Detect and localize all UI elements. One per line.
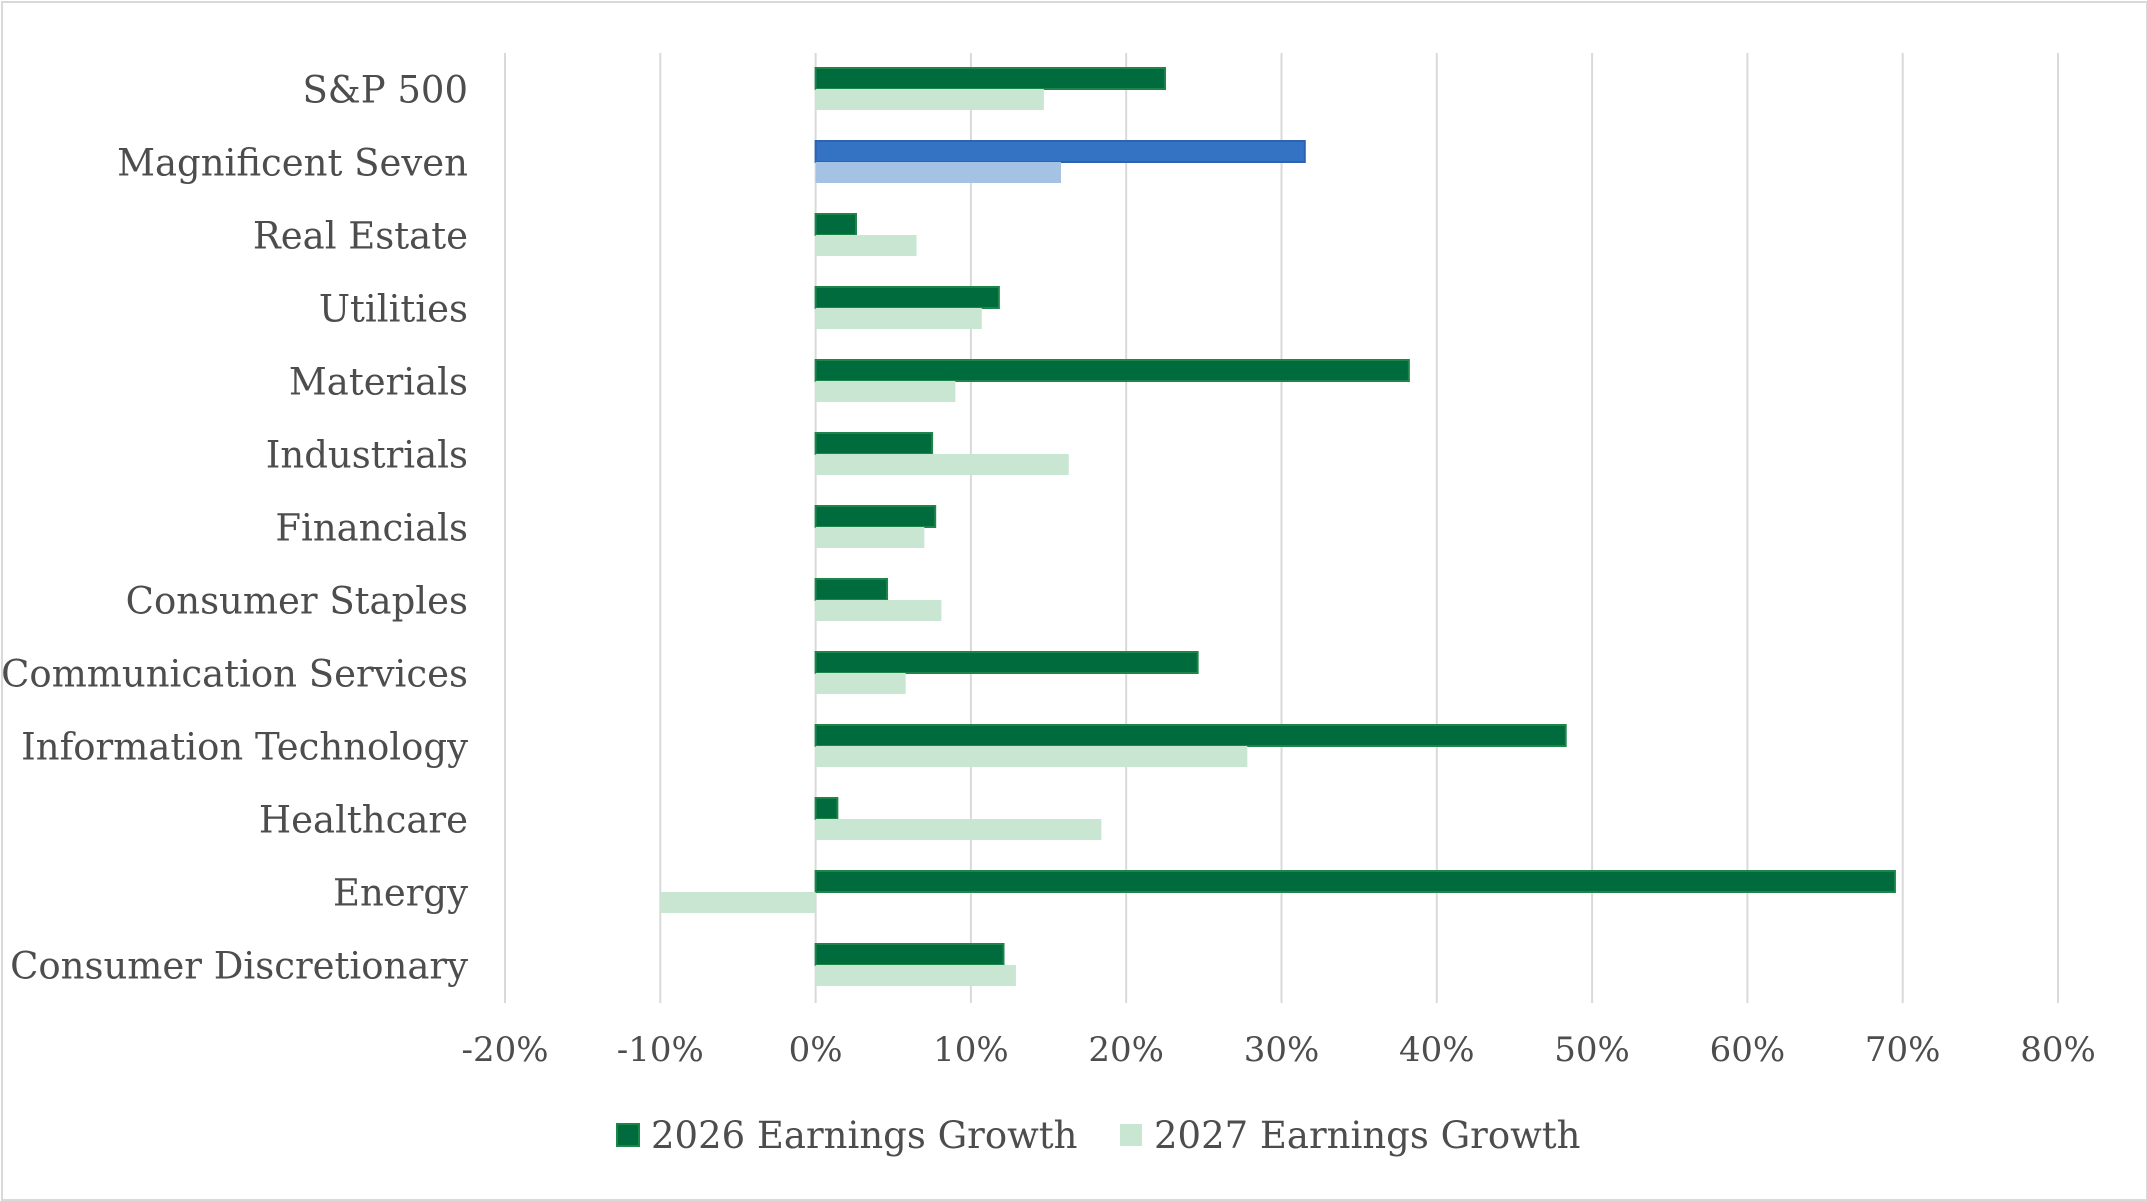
bar-series-1 xyxy=(814,651,1199,674)
category-label: Communication Services xyxy=(3,653,468,696)
bar-series-1 xyxy=(814,432,934,455)
bar-series-1 xyxy=(814,943,1005,966)
bar-series-1 xyxy=(814,67,1167,90)
bar-series-1 xyxy=(814,359,1410,382)
legend-swatch xyxy=(616,1123,640,1147)
bar-series-2 xyxy=(815,600,942,621)
bar-series-2 xyxy=(815,527,925,548)
category-label: Consumer Staples xyxy=(126,580,468,623)
bar-series-2 xyxy=(815,965,1016,986)
bar-series-2 xyxy=(815,235,917,256)
x-tick-label: -20% xyxy=(461,1030,548,1070)
category-label: Healthcare xyxy=(259,799,468,842)
bar-series-1 xyxy=(814,505,937,528)
x-tick-label: 40% xyxy=(1399,1030,1475,1070)
bar-series-1 xyxy=(814,213,857,236)
bar-series-1 xyxy=(814,724,1567,747)
x-tick-label: 50% xyxy=(1554,1030,1630,1070)
x-tick-label: 80% xyxy=(2020,1030,2096,1070)
x-tick-label: 70% xyxy=(1865,1030,1941,1070)
bar-series-2 xyxy=(815,381,956,402)
bar-series-2 xyxy=(660,892,816,913)
category-label: Magnificent Seven xyxy=(117,142,468,185)
bars xyxy=(660,67,1896,986)
bar-series-2 xyxy=(815,89,1044,110)
bar-series-1 xyxy=(814,870,1896,893)
bar-series-1 xyxy=(814,140,1306,163)
bar-series-2 xyxy=(815,162,1061,183)
bar-series-2 xyxy=(815,673,906,694)
legend: 2026 Earnings Growth 2027 Earnings Growth xyxy=(616,1114,1581,1157)
gridlines xyxy=(504,53,2059,1003)
category-label: Financials xyxy=(275,507,468,550)
legend-item: 2026 Earnings Growth xyxy=(616,1114,1078,1157)
x-tick-label: -10% xyxy=(617,1030,704,1070)
category-label: Industrials xyxy=(266,434,468,477)
category-label: Real Estate xyxy=(253,215,468,258)
x-tick-label: 0% xyxy=(789,1030,843,1070)
chart-svg: S&P 500 Magnificent Seven Real Estate Utili… xyxy=(3,53,2096,1157)
bar-series-2 xyxy=(815,308,982,329)
x-tick-label: 10% xyxy=(933,1030,1009,1070)
legend-label: 2026 Earnings Growth xyxy=(651,1114,1078,1157)
category-label: Consumer Discretionary xyxy=(10,945,468,988)
bar-series-2 xyxy=(815,819,1102,840)
bar-series-2 xyxy=(815,746,1248,767)
category-label: Utilities xyxy=(319,288,468,331)
bar-series-1 xyxy=(814,797,839,820)
legend-label: 2027 Earnings Growth xyxy=(1154,1114,1581,1157)
bar-series-1 xyxy=(814,286,1000,309)
bar-series-2 xyxy=(815,454,1069,475)
legend-swatch xyxy=(1120,1124,1142,1146)
x-tick-label: 30% xyxy=(1244,1030,1320,1070)
category-label: Information Technology xyxy=(21,726,468,769)
category-label: S&P 500 xyxy=(302,69,468,112)
x-tick-label: 20% xyxy=(1088,1030,1164,1070)
category-label: Energy xyxy=(333,872,468,915)
x-axis-tick-labels: -20% -10% 0% 10% 20% 30% 40% 50% 60% 70% 80% xyxy=(461,1030,2095,1070)
category-labels: S&P 500 Magnificent Seven Real Estate Utili… xyxy=(3,69,468,988)
legend-item: 2027 Earnings Growth xyxy=(1120,1114,1581,1157)
x-tick-label: 60% xyxy=(1710,1030,1786,1070)
category-label: Materials xyxy=(289,361,468,404)
bar-series-1 xyxy=(814,578,889,601)
